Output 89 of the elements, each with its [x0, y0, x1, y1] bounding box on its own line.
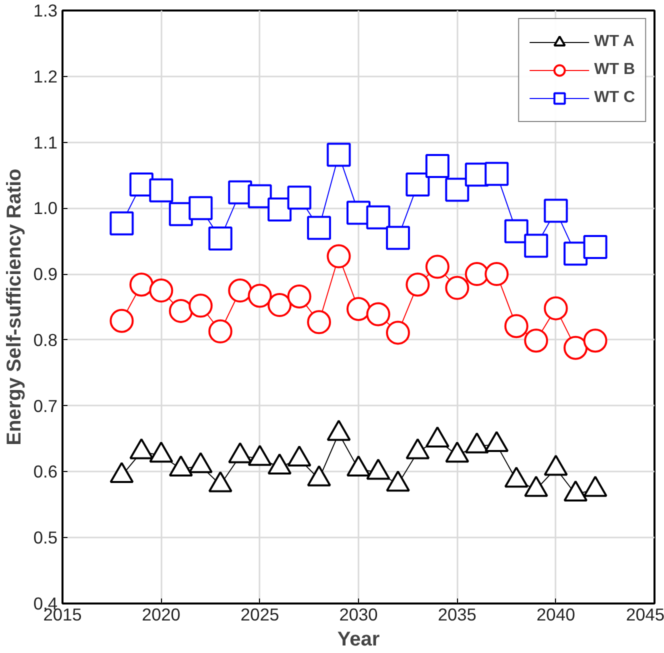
x-tick-label: 2020 [142, 604, 180, 624]
y-tick-label: 1.3 [33, 0, 58, 20]
point [326, 420, 351, 441]
point [406, 272, 430, 297]
point [307, 216, 332, 240]
point [445, 442, 470, 463]
point [544, 198, 568, 223]
point [504, 219, 528, 244]
point [484, 162, 509, 186]
point [307, 465, 332, 486]
point [248, 284, 272, 308]
point [129, 438, 154, 460]
y-axis-title: Energy Self-sufficiency Ratio [3, 168, 26, 446]
x-tick-label: 2045 [626, 604, 664, 624]
point [524, 234, 548, 258]
point [326, 244, 351, 268]
point [346, 297, 370, 321]
x-tick-label: 2035 [438, 604, 476, 624]
point [366, 205, 390, 230]
point [564, 336, 588, 360]
point [110, 462, 134, 484]
point [129, 272, 154, 297]
point [307, 310, 332, 334]
point [425, 254, 450, 279]
y-tick-label: 0.8 [33, 330, 58, 350]
point [445, 276, 470, 300]
x-tick-label: 2040 [536, 604, 576, 624]
x-tick-label: 2025 [240, 604, 280, 624]
point [484, 431, 509, 452]
point [366, 458, 390, 480]
y-tick-label: 0.9 [33, 264, 58, 284]
point [268, 293, 292, 317]
point [149, 442, 174, 463]
point [248, 444, 272, 466]
x-tick-label: 2030 [339, 604, 378, 624]
point [326, 142, 351, 167]
point [464, 432, 489, 454]
point [544, 296, 568, 320]
point [149, 178, 174, 202]
point [346, 455, 370, 476]
point [168, 455, 193, 476]
point [188, 452, 213, 474]
point [149, 278, 174, 303]
point [228, 442, 252, 464]
point [504, 466, 528, 488]
y-tick-label: 0.5 [33, 528, 58, 548]
point [386, 470, 410, 492]
y-tick-label: 0.6 [33, 462, 58, 482]
point [544, 454, 568, 476]
point [168, 298, 193, 323]
point [583, 328, 608, 353]
point [228, 278, 252, 303]
y-tick-label: 1.0 [33, 198, 58, 218]
point [110, 308, 134, 333]
point [583, 476, 608, 497]
point [445, 178, 470, 202]
point [366, 302, 390, 326]
point [406, 438, 430, 460]
point [464, 262, 489, 286]
legend-label: WT B [594, 61, 635, 79]
point [268, 197, 292, 222]
y-tick-label: 0.7 [33, 396, 58, 416]
point [386, 226, 410, 250]
point [425, 426, 450, 448]
point [583, 235, 608, 260]
legend-label: WT A [594, 33, 634, 51]
point [524, 328, 548, 353]
point [248, 184, 272, 208]
point [504, 314, 528, 338]
point [484, 262, 509, 286]
point [208, 319, 232, 344]
point [208, 471, 232, 492]
y-tick-label: 1.1 [33, 132, 58, 152]
point [110, 211, 134, 236]
point [287, 446, 312, 467]
point [386, 320, 410, 345]
point [406, 172, 430, 196]
point [287, 284, 312, 308]
point [188, 196, 213, 220]
point [564, 480, 588, 502]
point [268, 453, 292, 474]
point [208, 226, 232, 250]
x-axis-title: Year [337, 628, 380, 650]
legend-label: WT C [594, 89, 635, 107]
point [287, 186, 312, 210]
point [188, 294, 213, 318]
point [524, 476, 548, 497]
y-tick-label: 1.2 [33, 66, 58, 86]
point [425, 154, 450, 178]
